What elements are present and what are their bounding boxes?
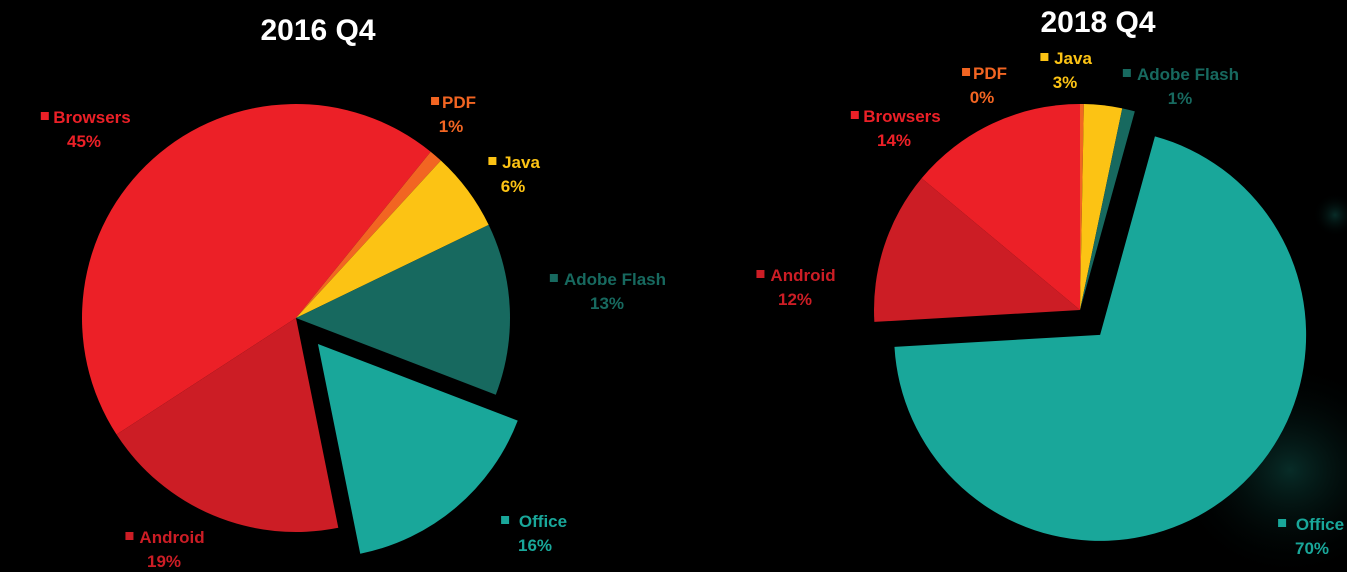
pie-slices	[874, 104, 1307, 541]
chart-title: 2018 Q4	[1040, 6, 1155, 39]
pie-labels: Browsers 45% PDF 1% Java 6% Adobe Flash 13% Offi…	[40, 93, 666, 571]
slice-value-label: 45%	[67, 132, 101, 151]
slice-category-label: Office	[1296, 515, 1344, 534]
slice-android	[874, 178, 1080, 322]
slice-value-label: 19%	[147, 552, 181, 571]
label-office: Office 16%	[501, 512, 567, 555]
chart-title: 2016 Q4	[260, 14, 375, 47]
slice-java	[296, 160, 489, 318]
legend-marker-icon	[549, 274, 558, 282]
label-browsers: Browsers 14%	[850, 107, 941, 150]
slice-value-label: 13%	[590, 294, 624, 313]
pie-slices	[82, 104, 518, 554]
slice-adobe-flash	[296, 224, 510, 395]
label-java: Java 3%	[1040, 49, 1092, 92]
legend-marker-icon	[488, 157, 497, 165]
legend-marker-icon	[850, 111, 859, 119]
slice-android	[116, 318, 339, 532]
slice-browsers	[921, 104, 1080, 310]
slice-value-label: 0%	[970, 88, 995, 107]
legend-marker-icon	[1122, 69, 1131, 77]
legend-marker-icon	[1278, 519, 1287, 527]
slice-category-label: Browsers	[53, 108, 130, 127]
legend-marker-icon	[40, 112, 49, 120]
chart-2016-q4: 2016 Q4 Browsers 45% PDF 1% Java 6% Adobe Flas…	[40, 14, 666, 571]
label-office: Office 70%	[1278, 515, 1344, 558]
slice-value-label: 3%	[1053, 73, 1078, 92]
slice-category-label: PDF	[973, 64, 1007, 83]
slice-value-label: 1%	[1168, 89, 1193, 108]
slice-pdf	[1080, 104, 1084, 310]
slice-category-label: Adobe Flash	[1137, 65, 1239, 84]
label-adobe-flash: Adobe Flash 13%	[549, 270, 666, 313]
slice-office	[317, 343, 518, 554]
slice-value-label: 6%	[501, 177, 526, 196]
label-java: Java 6%	[488, 153, 540, 196]
slice-value-label: 14%	[877, 131, 911, 150]
legend-marker-icon	[125, 532, 134, 540]
slice-value-label: 16%	[518, 536, 552, 555]
label-android: Android 12%	[756, 266, 836, 309]
slice-adobe-flash	[1080, 108, 1135, 310]
slice-category-label: Browsers	[863, 107, 940, 126]
legend-marker-icon	[501, 516, 510, 524]
slice-browsers	[82, 104, 431, 435]
label-android: Android 19%	[125, 528, 205, 571]
slice-category-label: Java	[502, 153, 540, 172]
slice-category-label: Office	[519, 512, 567, 531]
slice-category-label: Android	[139, 528, 204, 547]
slice-pdf	[296, 151, 441, 318]
label-adobe-flash: Adobe Flash 1%	[1122, 65, 1239, 108]
slice-java	[1080, 104, 1123, 310]
legend-marker-icon	[1040, 53, 1049, 61]
label-browsers: Browsers 45%	[40, 108, 131, 151]
slice-value-label: 12%	[778, 290, 812, 309]
label-pdf: PDF 0%	[962, 64, 1007, 107]
slice-value-label: 70%	[1295, 539, 1329, 558]
slice-category-label: Adobe Flash	[564, 270, 666, 289]
slice-category-label: Java	[1054, 49, 1092, 68]
slice-category-label: Android	[770, 266, 835, 285]
legend-marker-icon	[962, 68, 971, 76]
legend-marker-icon	[756, 270, 765, 278]
slice-value-label: 1%	[439, 117, 464, 136]
slice-category-label: PDF	[442, 93, 476, 112]
pie-labels: PDF 0% Java 3% Adobe Flash 1% Office 70% Android…	[756, 49, 1344, 558]
chart-2018-q4: 2018 Q4 PDF 0% Java 3% Adobe Flash 1% Office 70…	[756, 6, 1344, 558]
label-pdf: PDF 1%	[431, 93, 476, 136]
slice-office	[894, 136, 1307, 541]
legend-marker-icon	[431, 97, 440, 105]
